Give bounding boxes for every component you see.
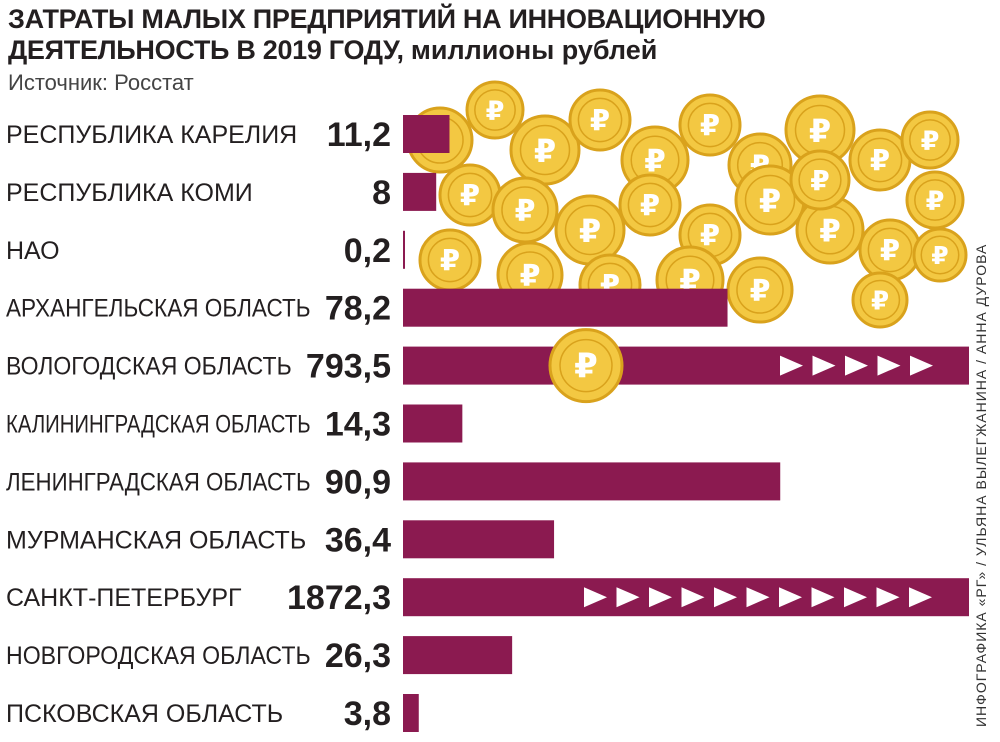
title-line-2-text: ДЕЯТЕЛЬНОСТЬ В 2019 ГОДУ, xyxy=(8,35,404,65)
coin-ring-10 xyxy=(447,172,493,218)
bar-10 xyxy=(403,694,419,732)
category-label-2: НАО xyxy=(6,237,60,265)
coin-ring-15 xyxy=(744,174,796,226)
coin-ring-1 xyxy=(474,89,516,131)
bar-4-break-arrow-0 xyxy=(780,355,803,376)
bar-8-break-arrow-7 xyxy=(811,587,835,608)
title-unit: миллионы рублей xyxy=(410,35,658,65)
coin-ruble-icon-13: ₽ xyxy=(640,189,660,223)
category-label-6: ЛЕНИНГРАДСКАЯ ОБЛАСТЬ xyxy=(6,469,311,496)
coin-ruble-icon-20: ₽ xyxy=(520,259,541,294)
coin-ring-3 xyxy=(577,97,623,143)
value-label-3: 78,2 xyxy=(325,290,391,328)
bar-8-break-arrow-0 xyxy=(584,587,607,608)
bar-0 xyxy=(403,115,450,153)
coin-ruble-icon-12: ₽ xyxy=(579,212,601,250)
coin-ruble-icon-7: ₽ xyxy=(809,112,831,150)
bar-4 xyxy=(403,346,969,385)
coin-ruble-icon-15: ₽ xyxy=(759,182,781,220)
bar-9 xyxy=(403,636,513,675)
category-label-8: САНКТ-ПЕТЕРБУРГ xyxy=(6,584,242,612)
bar-8-break-arrow-2 xyxy=(649,587,672,608)
category-label-0: РЕСПУБЛИКА КАРЕЛИЯ xyxy=(6,121,297,149)
coin-ring-9 xyxy=(909,119,951,161)
coin-ring-25 xyxy=(859,279,901,321)
bar-5 xyxy=(403,404,463,443)
coin-ruble-icon-24: ₽ xyxy=(931,241,948,270)
coin-ring-11 xyxy=(501,186,549,234)
category-label-9: НОВГОРОДСКАЯ ОБЛАСТЬ xyxy=(6,642,311,670)
coin-ring-19 xyxy=(427,237,473,283)
coin-ruble-icon-17: ₽ xyxy=(880,234,900,268)
bar-4-break-arrow-2 xyxy=(845,355,868,376)
title-line-2: ДЕЯТЕЛЬНОСТЬ В 2019 ГОДУ, миллионы рубле… xyxy=(8,35,968,66)
bar-3 xyxy=(403,288,728,327)
coin-ruble-icon-5: ₽ xyxy=(700,109,720,143)
bar-2 xyxy=(403,230,405,269)
value-label-5: 14,3 xyxy=(325,406,391,444)
coin-ruble-icon-26: ₽ xyxy=(810,164,829,197)
category-label-10: ПСКОВСКАЯ ОБЛАСТЬ xyxy=(6,700,283,728)
bar-8-break-arrow-10 xyxy=(909,587,932,608)
credit-line: ИНФОГРАФИКА «РГ» / УЛЬЯНА ВЫЛЕГЖАНИНА / … xyxy=(973,243,989,727)
coin-ruble-icon-23: ₽ xyxy=(750,274,771,309)
bar-8-break-arrow-4 xyxy=(714,587,737,608)
category-label-1: РЕСПУБЛИКА КОМИ xyxy=(6,179,253,207)
value-label-9: 26,3 xyxy=(325,637,391,675)
coin-ring-13 xyxy=(627,182,673,228)
coin-ruble-icon-4: ₽ xyxy=(644,144,666,180)
coin-ruble-icon-14: ₽ xyxy=(700,219,720,253)
source-note: Источник: Росстат xyxy=(8,70,194,95)
coin-ruble-icon-2: ₽ xyxy=(534,132,556,170)
value-label-1: 8 xyxy=(372,174,391,212)
coin-ruble-icon-8: ₽ xyxy=(870,144,890,178)
bar-8-break-arrow-8 xyxy=(844,587,867,608)
chart-title: ЗАТРАТЫ МАЛЫХ ПРЕДПРИЯТИЙ НА ИННОВАЦИОНН… xyxy=(8,4,968,66)
coin-ruble-icon-19: ₽ xyxy=(440,244,460,278)
bar-4-break-arrow-3 xyxy=(877,355,901,376)
coin-ruble-icon-9: ₽ xyxy=(921,126,940,157)
coin-ruble-icon-3: ₽ xyxy=(590,104,610,138)
coin-ruble-icon-1: ₽ xyxy=(486,96,505,127)
bar-8-break-arrow-9 xyxy=(876,587,900,608)
coin-ruble-icon-10: ₽ xyxy=(460,179,480,213)
bar-4-break-arrow-1 xyxy=(812,355,836,376)
bar-8-break-arrow-6 xyxy=(779,587,802,608)
value-label-8: 1872,3 xyxy=(287,579,391,617)
value-label-7: 36,4 xyxy=(325,521,391,559)
coin-ring-18 xyxy=(914,179,956,221)
coin-ring-24 xyxy=(920,235,960,275)
category-label-5: КАЛИНИНГРАДСКАЯ ОБЛАСТЬ xyxy=(6,409,311,438)
bar-4-break-arrow-4 xyxy=(910,355,933,376)
bar-8-break-arrow-1 xyxy=(616,587,640,608)
coin-on-bar-ring xyxy=(559,338,613,393)
value-label-4: 793,5 xyxy=(306,348,391,386)
coin-ring-8 xyxy=(857,137,903,183)
coin-ruble-icon-11: ₽ xyxy=(515,194,536,229)
title-line-1: ЗАТРАТЫ МАЛЫХ ПРЕДПРИЯТИЙ НА ИННОВАЦИОНН… xyxy=(8,4,766,34)
coin-ring-17 xyxy=(867,227,913,273)
coin-ruble-icon-18: ₽ xyxy=(926,186,945,217)
coin-ring-5 xyxy=(687,102,733,148)
coin-ring-2 xyxy=(519,124,571,176)
bar-8-break-arrow-3 xyxy=(681,587,705,608)
coin-on-bar-ruble-icon: ₽ xyxy=(574,347,598,387)
value-label-0: 11,2 xyxy=(327,116,391,154)
bar-8-break-arrow-5 xyxy=(746,587,770,608)
category-label-7: МУРМАНСКАЯ ОБЛАСТЬ xyxy=(6,526,306,554)
bar-1 xyxy=(403,172,437,211)
coin-ring-26 xyxy=(798,158,842,202)
bar-7 xyxy=(403,520,555,559)
value-label-10: 3,8 xyxy=(344,695,391,733)
category-label-3: АРХАНГЕЛЬСКАЯ ОБЛАСТЬ xyxy=(6,295,311,323)
coin-ruble-icon-25: ₽ xyxy=(871,286,889,316)
coin-ring-12 xyxy=(564,204,616,256)
coin-ruble-icon-16: ₽ xyxy=(819,214,841,250)
value-label-6: 90,9 xyxy=(325,463,391,501)
category-label-4: ВОЛОГОДСКАЯ ОБЛАСТЬ xyxy=(6,353,292,381)
bar-6 xyxy=(403,462,781,501)
coin-ring-23 xyxy=(736,266,784,314)
value-label-2: 0,2 xyxy=(344,232,391,270)
